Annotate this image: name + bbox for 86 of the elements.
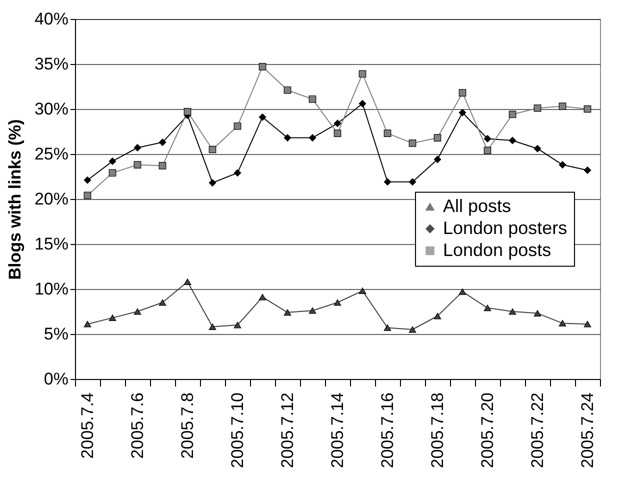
point	[534, 144, 542, 152]
point	[584, 166, 592, 174]
point	[408, 140, 416, 147]
point	[484, 146, 492, 154]
y-tick-label: 25%	[34, 144, 68, 164]
point	[458, 288, 466, 295]
point	[384, 178, 392, 186]
x-tick-label: 2005.7.20	[478, 392, 497, 468]
point	[534, 104, 542, 112]
point	[558, 161, 566, 168]
point	[184, 278, 192, 286]
legend-label: London posts	[443, 240, 552, 260]
point	[358, 70, 366, 78]
point	[508, 110, 516, 118]
point	[584, 105, 592, 113]
point	[208, 146, 216, 154]
point	[134, 144, 142, 152]
point	[184, 108, 192, 116]
point	[584, 320, 592, 328]
point	[434, 134, 442, 142]
point	[308, 134, 316, 142]
y-tick-label: 40%	[34, 10, 68, 28]
point	[358, 100, 366, 108]
point	[84, 320, 92, 328]
point	[408, 326, 416, 333]
point	[484, 304, 492, 312]
legend-label: London posters	[443, 218, 568, 238]
y-tick-label: 20%	[34, 190, 68, 208]
y-tick-label: 5%	[44, 324, 68, 344]
point	[134, 161, 142, 168]
point	[258, 294, 266, 300]
point	[508, 136, 516, 144]
point	[234, 122, 242, 130]
y-tick-label: 30%	[34, 100, 68, 118]
x-tick-label: 2005.7.4	[78, 392, 97, 459]
point	[234, 322, 242, 328]
x-tick-label: 2005.7.14	[328, 392, 347, 468]
point	[208, 324, 216, 330]
point	[384, 130, 392, 137]
point	[108, 314, 116, 322]
point	[158, 138, 166, 146]
point	[84, 176, 92, 184]
point	[258, 113, 266, 121]
point	[458, 108, 466, 116]
legend-label: All posts	[443, 196, 512, 216]
point	[158, 162, 166, 170]
x-tick-label: 2005.7.22	[528, 392, 547, 468]
point	[108, 158, 116, 165]
x-tick-label: 2005.7.12	[278, 392, 297, 468]
point	[258, 63, 266, 70]
point	[108, 169, 116, 177]
x-tick-label: 2005.7.6	[128, 392, 147, 459]
x-tick-label: 2005.7.18	[428, 392, 447, 468]
point	[284, 309, 292, 316]
point	[334, 120, 342, 128]
point	[484, 135, 492, 142]
point	[358, 288, 366, 294]
point	[408, 178, 416, 186]
point	[558, 102, 566, 110]
x-tick-label: 2005.7.24	[578, 392, 597, 468]
point	[284, 134, 292, 142]
y-tick-label: 10%	[34, 280, 68, 298]
y-tick-label: 15%	[34, 234, 68, 254]
point	[508, 308, 516, 315]
x-tick-label: 2005.7.16	[378, 392, 397, 468]
point	[208, 179, 216, 186]
point	[434, 312, 442, 320]
point	[308, 307, 316, 314]
point	[458, 89, 466, 96]
point	[334, 299, 342, 306]
point	[558, 320, 566, 326]
point	[334, 130, 342, 137]
point	[384, 324, 392, 331]
point	[158, 299, 166, 306]
point	[284, 86, 292, 94]
point	[84, 192, 92, 200]
point	[534, 310, 542, 317]
y-tick-label: 0%	[44, 370, 68, 388]
point	[308, 95, 316, 103]
y-axis-title: Blogs with links (%)	[5, 119, 24, 280]
point	[134, 308, 142, 315]
x-tick-label: 2005.7.10	[228, 392, 247, 468]
y-tick-label: 35%	[34, 54, 68, 74]
point	[434, 156, 442, 164]
x-tick-label: 2005.7.8	[178, 392, 197, 459]
point	[234, 169, 242, 177]
